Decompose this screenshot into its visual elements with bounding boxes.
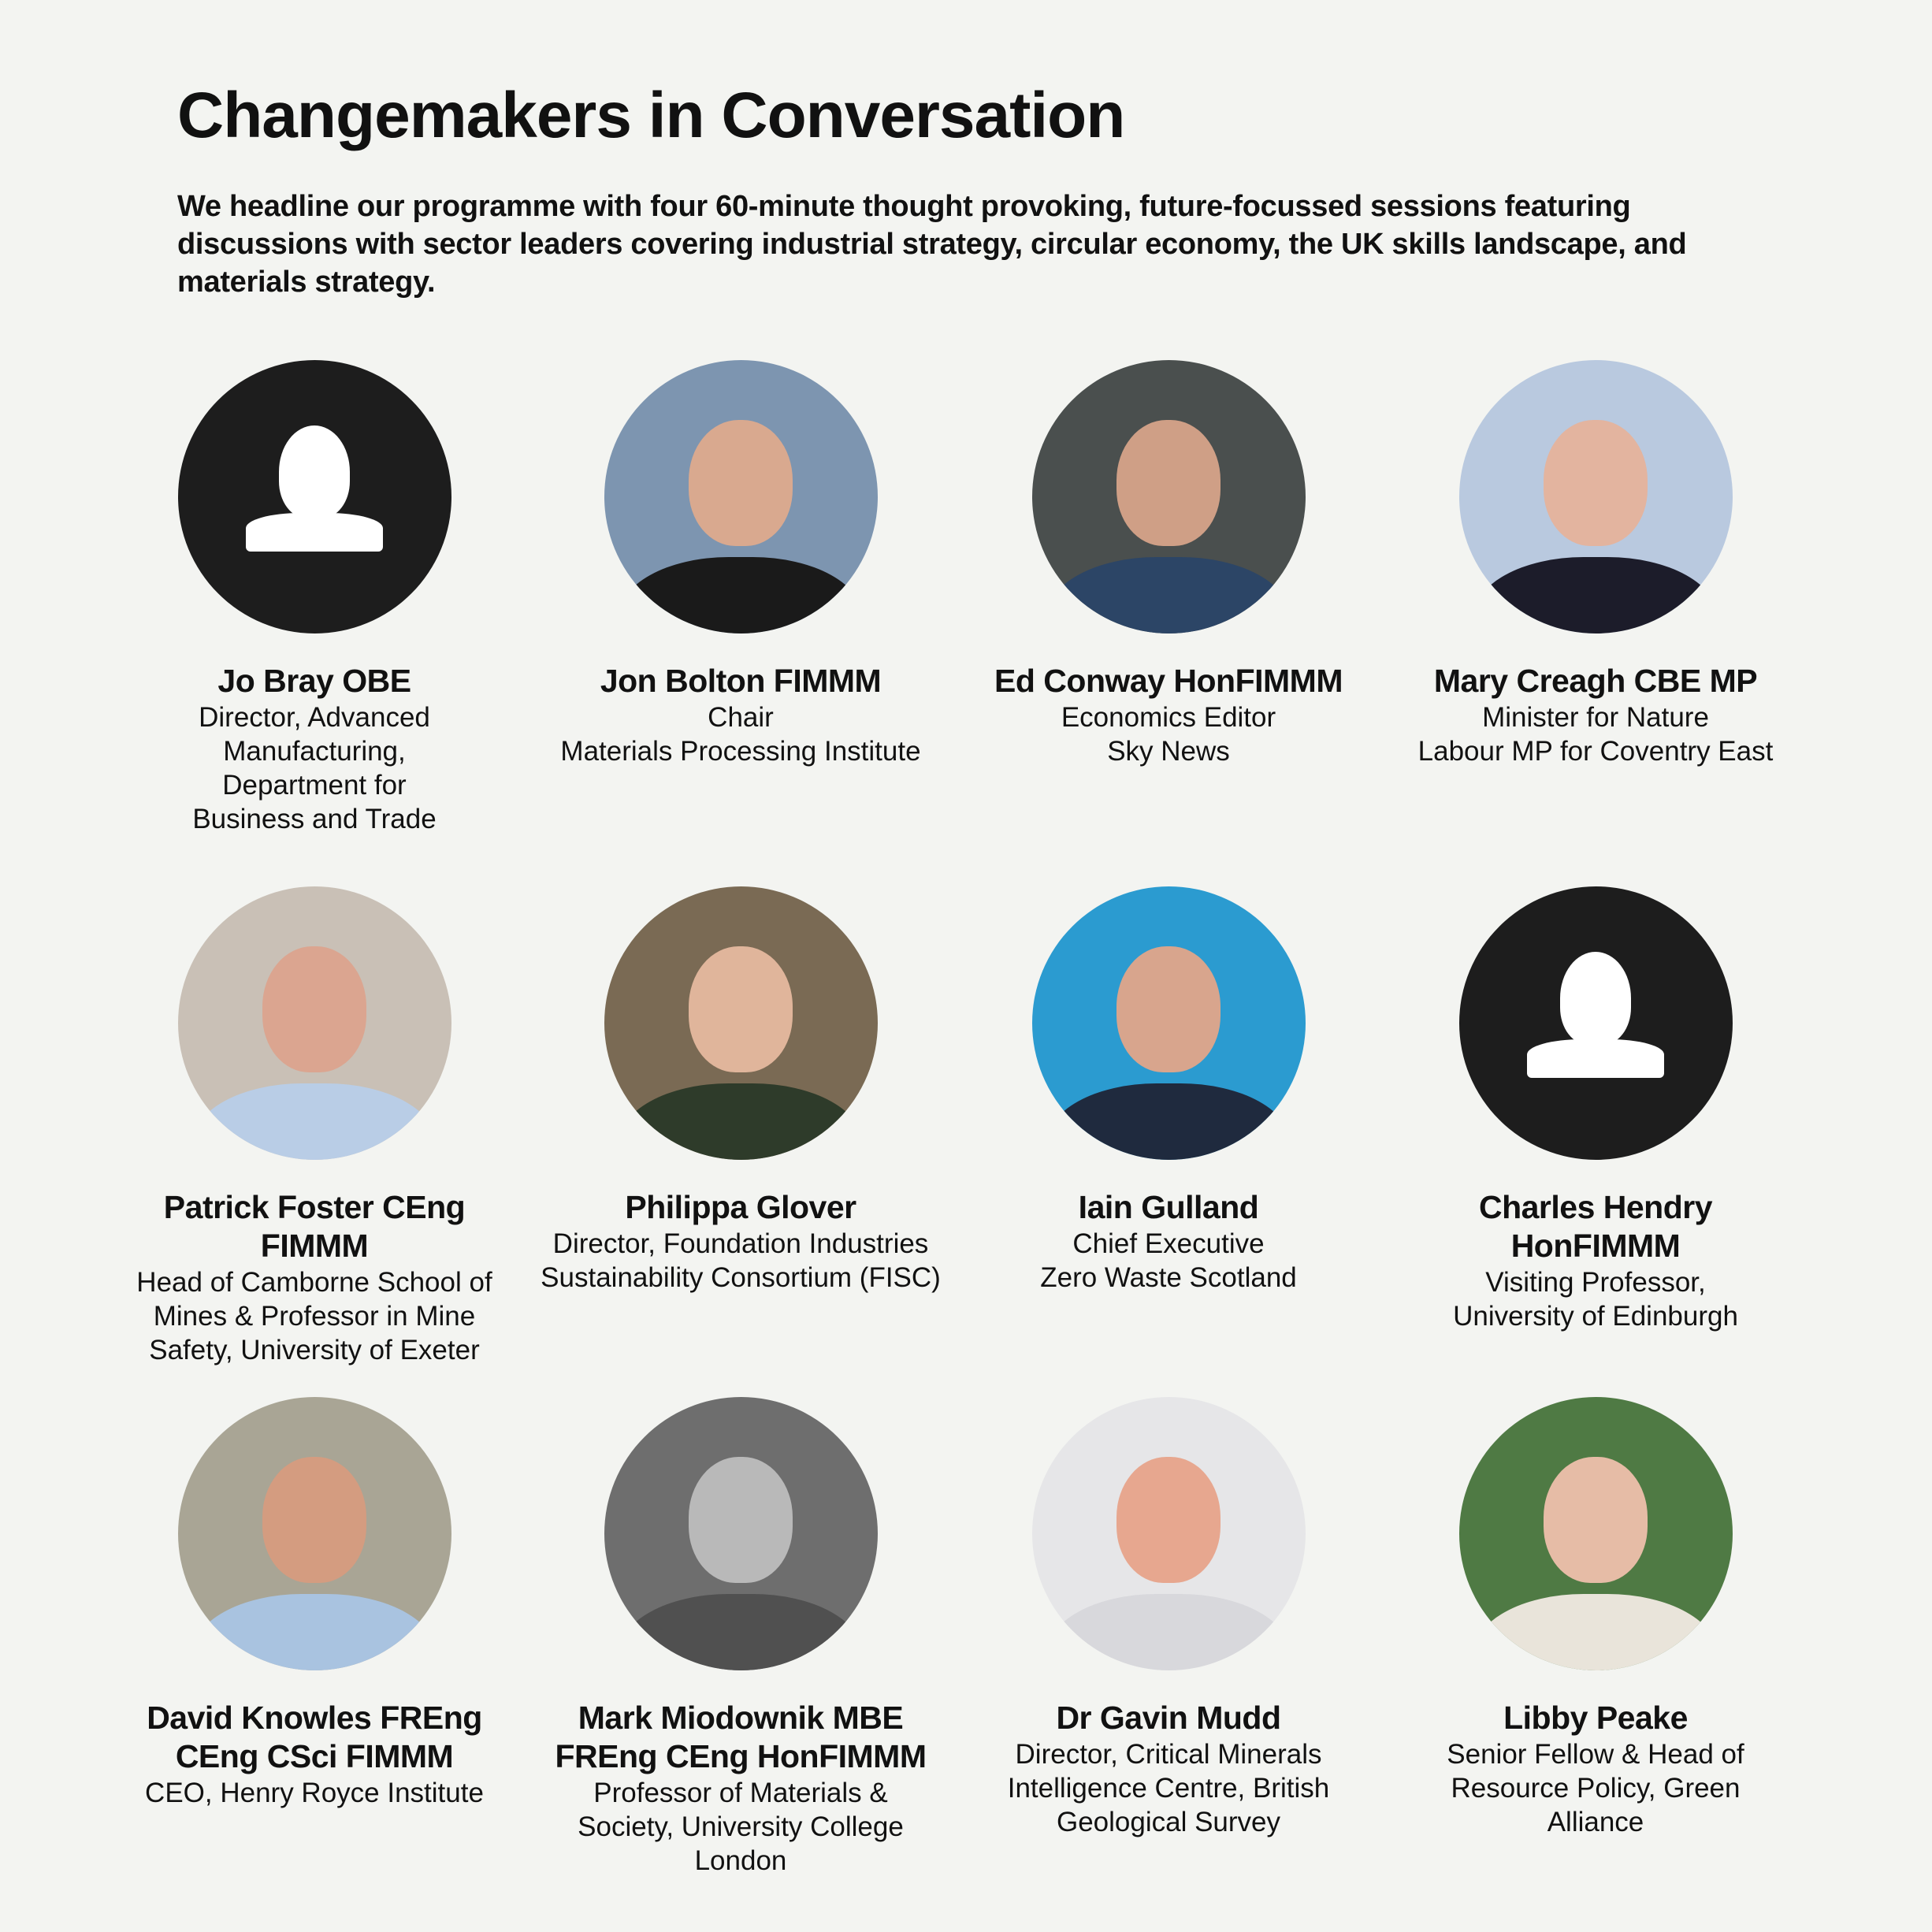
speaker-role: Minister for Nature Labour MP for Covent… [1417, 702, 1774, 767]
speaker-photo [177, 886, 451, 1160]
speaker-name: Jon Bolton FIMMM [600, 663, 882, 699]
speaker-card: Mary Creagh CBE MP Minister for Nature La… [1391, 360, 1800, 768]
speaker-name: Philippa Glover [625, 1189, 856, 1225]
speaker-card: Jon Bolton FIMMM Chair Materials Processi… [536, 360, 946, 768]
speaker-photo [177, 1397, 451, 1670]
intro-text: We headline our programme with four 60-m… [177, 190, 1687, 299]
speaker-card: Libby Peake Senior Fellow & Head of Resou… [1391, 1397, 1800, 1839]
speaker-role: Director, Foundation Industries Sustaina… [541, 1228, 941, 1293]
speaker-name: Dr Gavin Mudd [1056, 1700, 1281, 1736]
speaker-role: Chief Executive Zero Waste Scotland [1040, 1228, 1297, 1293]
speaker-card: Dr Gavin Mudd Director, Critical Minerals… [964, 1397, 1373, 1839]
speaker-card: David Knowles FREng CEng CSci FIMMM CEO, … [110, 1397, 519, 1810]
speaker-card: Mark Miodownik MBE FREng CEng HonFIMMM Pr… [536, 1397, 946, 1878]
speaker-photo [1458, 1397, 1733, 1670]
speaker-card: Iain Gulland Chief Executive Zero Waste S… [964, 886, 1373, 1295]
speaker-name: Mark Miodownik MBE FREng CEng HonFIMMM [555, 1700, 927, 1774]
speaker-role: Chair Materials Processing Institute [560, 702, 921, 767]
speaker-name: Iain Gulland [1078, 1189, 1259, 1225]
speaker-card: Jo Bray OBE Director, Advanced Manufactur… [110, 360, 519, 836]
speaker-photo [1031, 1397, 1306, 1670]
speaker-card: Charles Hendry HonFIMMM Visiting Professo… [1391, 886, 1800, 1333]
speaker-role: Senior Fellow & Head of Resource Policy,… [1447, 1739, 1744, 1837]
speaker-role: Director, Critical Minerals Intelligence… [1007, 1739, 1330, 1837]
speaker-name: Jo Bray OBE [217, 663, 411, 699]
page-title: Changemakers in Conversation [177, 80, 1125, 151]
speaker-photo [1031, 360, 1306, 633]
speaker-photo [604, 360, 878, 633]
speaker-card: Ed Conway HonFIMMM Economics Editor Sky N… [964, 360, 1373, 768]
speaker-name: Mary Creagh CBE MP [1433, 663, 1758, 699]
speaker-role: Head of Camborne School of Mines & Profe… [136, 1267, 492, 1365]
speaker-card: Patrick Foster CEng FIMMM Head of Camborn… [110, 886, 519, 1367]
speaker-photo [604, 1397, 878, 1670]
speaker-card: Philippa Glover Director, Foundation Indu… [536, 886, 946, 1295]
speaker-role: Professor of Materials & Society, Univer… [578, 1778, 904, 1876]
speaker-photo [1458, 360, 1733, 633]
speaker-role: Director, Advanced Manufacturing, Depart… [192, 702, 437, 834]
speaker-name: Charles Hendry HonFIMMM [1478, 1189, 1713, 1264]
speaker-name: Libby Peake [1503, 1700, 1688, 1736]
placeholder-avatar-icon [177, 360, 451, 633]
speaker-name: Patrick Foster CEng FIMMM [163, 1189, 466, 1264]
speaker-name: David Knowles FREng CEng CSci FIMMM [147, 1700, 482, 1774]
speaker-photo [1031, 886, 1306, 1160]
speaker-role: Visiting Professor, University of Edinbu… [1453, 1267, 1738, 1332]
speaker-photo [604, 886, 878, 1160]
speaker-role: CEO, Henry Royce Institute [145, 1778, 484, 1808]
placeholder-avatar-icon [1458, 886, 1733, 1160]
speaker-role: Economics Editor Sky News [1061, 702, 1276, 767]
speaker-name: Ed Conway HonFIMMM [994, 663, 1343, 699]
